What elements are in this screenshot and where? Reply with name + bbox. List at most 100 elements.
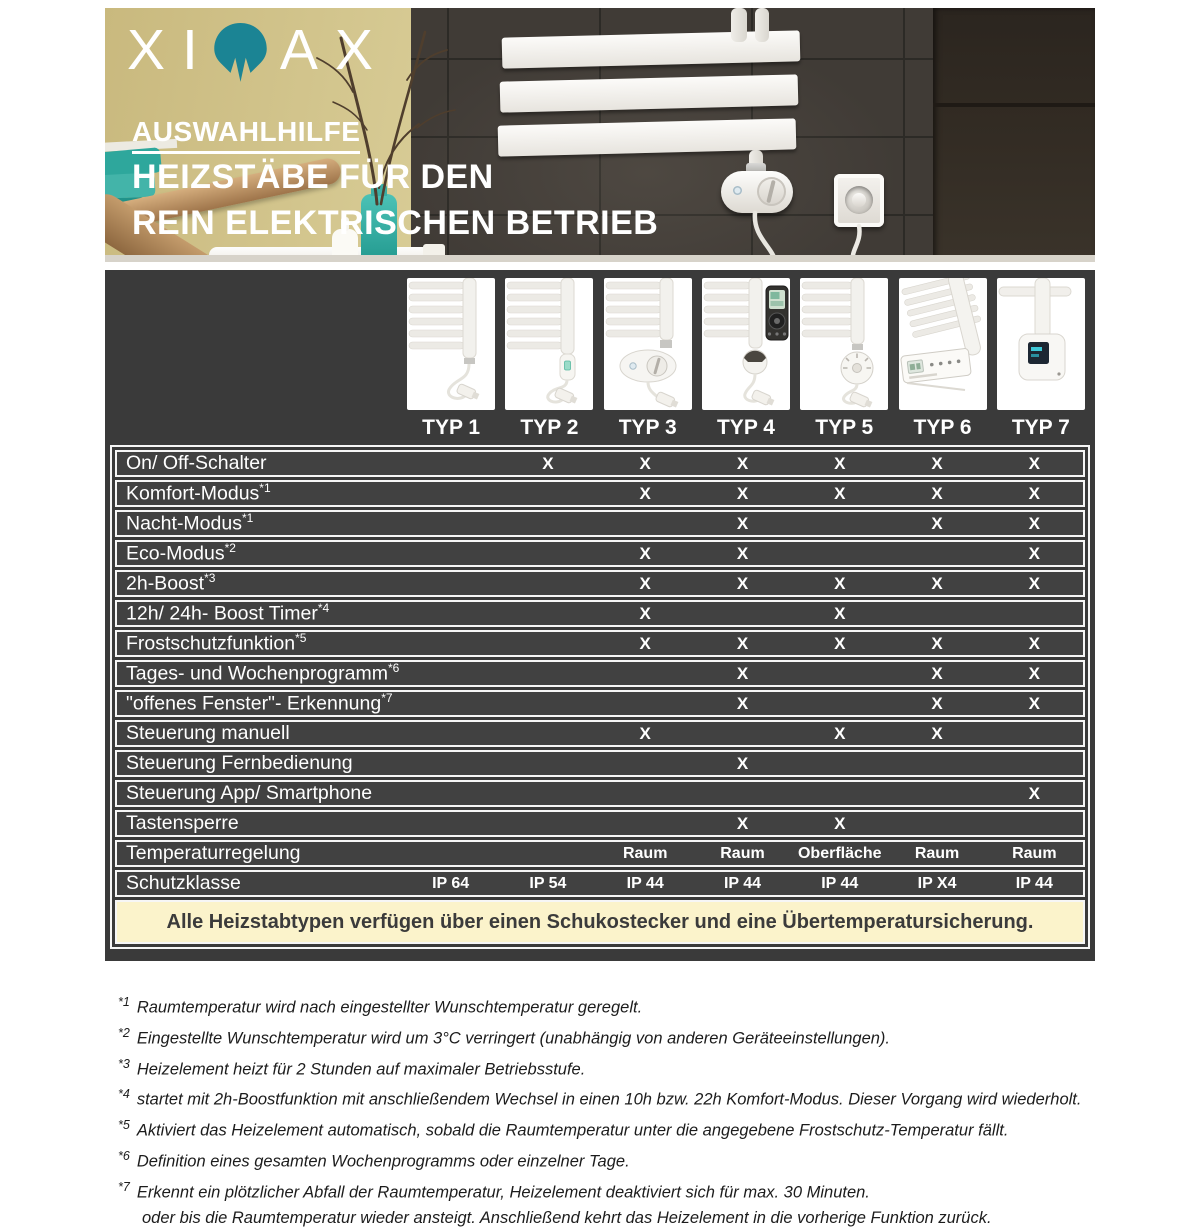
cell-typ3: X xyxy=(639,453,651,473)
typ3-product-photo xyxy=(603,278,692,410)
table-body: On/ Off-Schalter X X X X X X Komfort-Modus*1 X X X… xyxy=(110,445,1090,949)
cell-typ5: X xyxy=(834,723,846,743)
cell-typ3: X xyxy=(639,483,651,503)
cell-typ7: X xyxy=(1028,693,1040,713)
typ6-product-photo xyxy=(898,278,987,410)
cell-typ4: X xyxy=(736,513,749,533)
ximax-logo: XI AX xyxy=(127,22,390,85)
page: XI AX AUSWAHLHILFE HEIZSTÄBE FÜR DEN REIN… xyxy=(105,0,1095,1229)
cell-typ4: IP 44 xyxy=(723,874,762,892)
banner-title-line2: REIN ELEKTRISCHEN BETRIEB xyxy=(132,204,659,242)
feature-row: Steuerung App/ Smartphone X xyxy=(115,780,1085,807)
footnote: *1 Raumtemperatur wird nach eingestellter… xyxy=(118,995,643,1017)
feature-row: Temperaturregelung Raum Raum Oberfläche Raum… xyxy=(115,840,1085,867)
feature-row: Frostschutzfunktion*5 X X X X X xyxy=(115,630,1085,657)
cell-typ7: X xyxy=(1028,483,1040,503)
socket-plug-icon xyxy=(852,193,866,207)
radiator-pipe xyxy=(755,8,769,42)
feature-label: 12h/ 24h- Boost Timer*4 xyxy=(126,601,330,625)
cell-typ6: X xyxy=(931,573,943,593)
cell-typ5: X xyxy=(834,813,846,833)
cell-typ7: X xyxy=(1028,513,1040,533)
type-label: TYP 5 xyxy=(815,416,874,439)
cell-typ3: IP 44 xyxy=(626,874,664,892)
heating-element-pod xyxy=(721,171,793,213)
typ5-product-photo xyxy=(800,278,889,410)
cell-typ5: IP 44 xyxy=(821,874,859,892)
feature-row: 2h-Boost*3 X X X X X xyxy=(115,570,1085,597)
type-label: TYP 3 xyxy=(618,416,677,439)
cell-typ7: X xyxy=(1028,663,1040,683)
type-label: TYP 2 xyxy=(520,416,579,439)
feature-label: Tages- und Wochenprogramm*6 xyxy=(126,661,400,685)
cell-typ4: X xyxy=(736,573,749,593)
feature-row: "offenes Fenster"- Erkennung*7 X X X xyxy=(115,690,1085,717)
cell-typ1: IP 64 xyxy=(432,874,470,892)
logo-text-ax: AX xyxy=(279,18,390,82)
feature-row: Eco-Modus*2 X X X xyxy=(115,540,1085,567)
type-column-2: TYP 2 xyxy=(500,278,598,440)
dark-cabinet xyxy=(933,8,1095,262)
cell-typ3: X xyxy=(639,633,651,653)
cell-typ2: X xyxy=(542,453,554,473)
cell-typ3: X xyxy=(639,573,651,593)
floor-strip xyxy=(105,255,1095,262)
cell-typ7: X xyxy=(1028,633,1040,653)
comparison-table: TYP 1 xyxy=(105,270,1095,961)
note-bar: Alle Heizstabtypen verfügen über einen S… xyxy=(115,900,1085,944)
feature-label: Steuerung Fernbedienung xyxy=(126,752,353,774)
hero-banner: XI AX AUSWAHLHILFE HEIZSTÄBE FÜR DEN REIN… xyxy=(105,8,1095,262)
cell-typ6: X xyxy=(931,513,943,533)
cell-typ7: X xyxy=(1028,783,1040,803)
banner-eyebrow: AUSWAHLHILFE xyxy=(132,116,361,154)
feature-label: Temperaturregelung xyxy=(126,842,301,864)
type-label: TYP 4 xyxy=(716,416,775,439)
cell-typ6: X xyxy=(931,723,943,743)
feature-label: Komfort-Modus*1 xyxy=(126,481,271,505)
cell-typ5: X xyxy=(834,603,846,623)
cell-typ4: X xyxy=(736,753,749,773)
feature-row: Steuerung Fernbedienung X xyxy=(115,750,1085,777)
radiator-pipe xyxy=(731,8,747,42)
type-column-4: TYP 4 xyxy=(697,278,795,440)
feature-label: 2h-Boost*3 xyxy=(126,571,216,595)
cell-typ2: IP 54 xyxy=(529,874,567,892)
feature-label: "offenes Fenster"- Erkennung*7 xyxy=(126,691,393,715)
footnote: *4 startet mit 2h-Boostfunktion mit ansch… xyxy=(118,1087,1082,1109)
cell-typ7: IP 44 xyxy=(1015,874,1053,892)
footnote-continuation: oder bis die Raumtemperatur wieder anste… xyxy=(142,1209,992,1228)
cell-typ7: X xyxy=(1028,573,1040,593)
feature-row: Schutzklasse IP 64 IP 54 IP 44 IP 44 IP 44 IP … xyxy=(115,870,1085,897)
typ4-product-photo xyxy=(701,278,790,410)
cell-typ4: X xyxy=(736,633,749,653)
cell-typ4: Raum xyxy=(720,844,765,862)
footnote: *2 Eingestellte Wunschtemperatur wird um … xyxy=(118,1025,891,1048)
feature-row: 12h/ 24h- Boost Timer*4 X X xyxy=(115,600,1085,627)
cell-typ4: X xyxy=(736,693,749,713)
feature-row: Tages- und Wochenprogramm*6 X X X xyxy=(115,660,1085,687)
cabinet-groove xyxy=(933,103,1095,107)
cell-typ3: X xyxy=(639,543,651,563)
cell-typ7: X xyxy=(1028,543,1040,563)
cell-typ6: X xyxy=(931,693,943,713)
footnote: *3 Heizelement heizt für 2 Stunden auf ma… xyxy=(118,1056,586,1079)
feature-label: On/ Off-Schalter xyxy=(126,452,267,474)
feature-label: Tastensperre xyxy=(126,812,239,834)
cell-typ7: Raum xyxy=(1012,844,1057,862)
type-label: TYP 7 xyxy=(1011,416,1070,439)
pod-dial-icon xyxy=(757,177,786,206)
footnotes: *1 Raumtemperatur wird nach eingestellter… xyxy=(105,995,1095,1229)
cell-typ6: X xyxy=(931,663,943,683)
cell-typ6: X xyxy=(931,633,943,653)
typ7-product-photo xyxy=(996,278,1085,410)
feature-label: Eco-Modus*2 xyxy=(126,541,236,565)
cell-typ4: X xyxy=(736,483,749,503)
feature-row: Nacht-Modus*1 X X X xyxy=(115,510,1085,537)
type-column-3: TYP 3 xyxy=(599,278,697,440)
cell-typ5: X xyxy=(834,633,846,653)
cell-typ3: Raum xyxy=(622,844,668,862)
cell-typ4: X xyxy=(736,813,749,833)
feature-label: Frostschutzfunktion*5 xyxy=(126,631,307,655)
cell-typ6: X xyxy=(931,483,943,503)
feature-row: Tastensperre X X xyxy=(115,810,1085,837)
